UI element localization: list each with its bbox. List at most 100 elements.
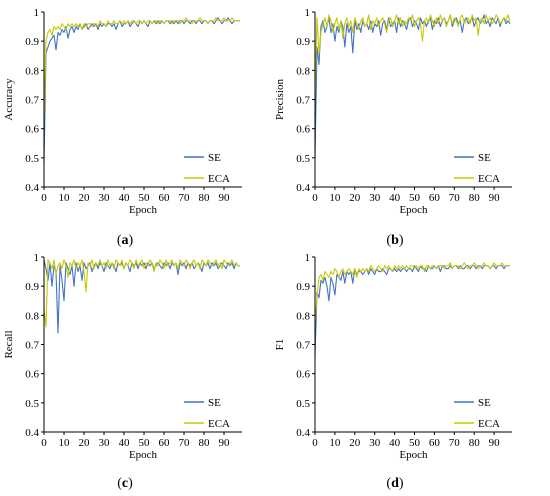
y-tick-label: 0.4: [296, 427, 310, 439]
caption-b: (b): [386, 233, 404, 248]
x-tick-label: 10: [59, 192, 71, 204]
y-tick-label: 0.9: [296, 36, 310, 48]
y-tick-label: 0.8: [296, 65, 310, 77]
x-tick-label: 10: [329, 437, 341, 449]
x-tick-label: 30: [369, 437, 381, 449]
legend-label-se: SE: [478, 397, 491, 409]
x-tick-label: 60: [159, 192, 171, 204]
y-tick-label: 0.6: [25, 124, 39, 136]
x-tick-label: 80: [199, 437, 211, 449]
x-tick-label: 70: [449, 192, 461, 204]
x-tick-label: 20: [79, 192, 91, 204]
x-tick-label: 30: [99, 192, 111, 204]
x-tick-label: 80: [469, 437, 481, 449]
y-tick-label: 0.7: [25, 95, 39, 107]
legend: SE ECA: [184, 152, 230, 185]
chart-panel-b: 0.40.50.60.70.80.910 10 20 30 40 50 60 70 80 90Ep…: [274, 7, 512, 216]
series-line-se: [43, 259, 240, 334]
x-tick-label: 80: [469, 192, 481, 204]
series-line-se: [43, 17, 240, 164]
y-tick-label: 0.7: [296, 95, 310, 107]
x-tick-label: 40: [119, 192, 131, 204]
x-tick-label: 70: [179, 437, 191, 449]
x-tick-label: 90: [219, 192, 231, 204]
legend: SE ECA: [454, 397, 500, 430]
x-tick-label: 60: [429, 192, 441, 204]
chart-panel-c: 0.40.50.60.70.80.910 10 20 30 40 50 60 70 80 90Ep…: [3, 252, 242, 461]
y-tick-label: 0.5: [296, 398, 310, 410]
x-tick-label: 0: [312, 192, 318, 204]
x-tick-label: 0: [41, 437, 47, 449]
y-tick-label: 0.7: [296, 340, 310, 352]
y-tick-label: 0.5: [296, 153, 310, 165]
y-tick-label: 0.8: [296, 310, 310, 322]
caption-d-letter: d: [391, 476, 399, 491]
x-tick-label: 30: [99, 437, 111, 449]
legend-label-se: SE: [208, 397, 221, 409]
y-tick-label: 0.8: [25, 65, 39, 77]
legend: SE ECA: [454, 152, 500, 185]
y-axis-label: Accuracy: [3, 78, 15, 121]
x-tick-label: 40: [389, 437, 401, 449]
legend-label-se: SE: [478, 152, 491, 164]
x-tick-label: 40: [389, 192, 401, 204]
y-tick-label: 1: [34, 7, 40, 19]
x-tick-label: 30: [369, 192, 381, 204]
y-tick-label: 0.6: [296, 124, 310, 136]
caption-a-letter: a: [121, 233, 129, 248]
x-tick-label: 0: [312, 437, 318, 449]
legend-label-eca: ECA: [208, 173, 230, 185]
y-tick-label: 0.4: [25, 427, 39, 439]
x-tick-label: 20: [349, 192, 361, 204]
y-tick-label: 1: [305, 252, 311, 264]
y-axis-label: Recall: [3, 330, 15, 358]
caption-a: (a): [116, 233, 134, 248]
y-tick-label: 1: [305, 7, 311, 19]
caption-c: (c): [117, 476, 133, 491]
y-tick-label: 0.6: [25, 369, 39, 381]
x-tick-label: 50: [409, 437, 421, 449]
x-tick-label: 90: [489, 437, 501, 449]
y-tick-label: 0.5: [25, 398, 39, 410]
x-tick-label: 90: [489, 192, 501, 204]
legend-label-se: SE: [208, 152, 221, 164]
legend-label-eca: ECA: [478, 173, 500, 185]
series-line-eca: [43, 17, 240, 123]
x-axis-label: Epoch: [129, 449, 158, 461]
x-tick-label: 10: [59, 437, 71, 449]
x-tick-label: 0: [41, 192, 47, 204]
series-line-se: [314, 14, 511, 158]
y-tick-label: 0.8: [25, 310, 39, 322]
x-axis-label: Epoch: [399, 204, 428, 216]
y-tick-label: 0.9: [25, 281, 39, 293]
caption-d: (d): [386, 476, 404, 491]
x-tick-label: 40: [119, 437, 131, 449]
x-tick-label: 80: [199, 192, 211, 204]
y-tick-label: 0.4: [296, 182, 310, 194]
y-axis-label: F1: [274, 339, 286, 351]
x-tick-label: 60: [159, 437, 171, 449]
x-tick-label: 60: [429, 437, 441, 449]
y-tick-label: 0.7: [25, 340, 39, 352]
y-axis-label: Precision: [274, 79, 286, 120]
x-axis-label: Epoch: [129, 204, 158, 216]
series-line-eca: [314, 262, 511, 322]
legend-label-eca: ECA: [208, 418, 230, 430]
x-tick-label: 10: [329, 192, 341, 204]
series-line-eca: [314, 14, 511, 94]
y-tick-label: 0.9: [296, 281, 310, 293]
x-tick-label: 90: [219, 437, 231, 449]
series-line-eca: [43, 259, 240, 328]
series-line-se: [314, 265, 511, 357]
legend: SE ECA: [184, 397, 230, 430]
x-tick-label: 50: [409, 192, 421, 204]
y-tick-label: 0.9: [25, 36, 39, 48]
y-tick-label: 0.6: [296, 369, 310, 381]
legend-label-eca: ECA: [478, 418, 500, 430]
y-tick-label: 1: [34, 252, 40, 264]
x-tick-label: 20: [79, 437, 91, 449]
x-axis-label: Epoch: [399, 449, 428, 461]
x-tick-label: 70: [449, 437, 461, 449]
x-tick-label: 50: [139, 192, 151, 204]
